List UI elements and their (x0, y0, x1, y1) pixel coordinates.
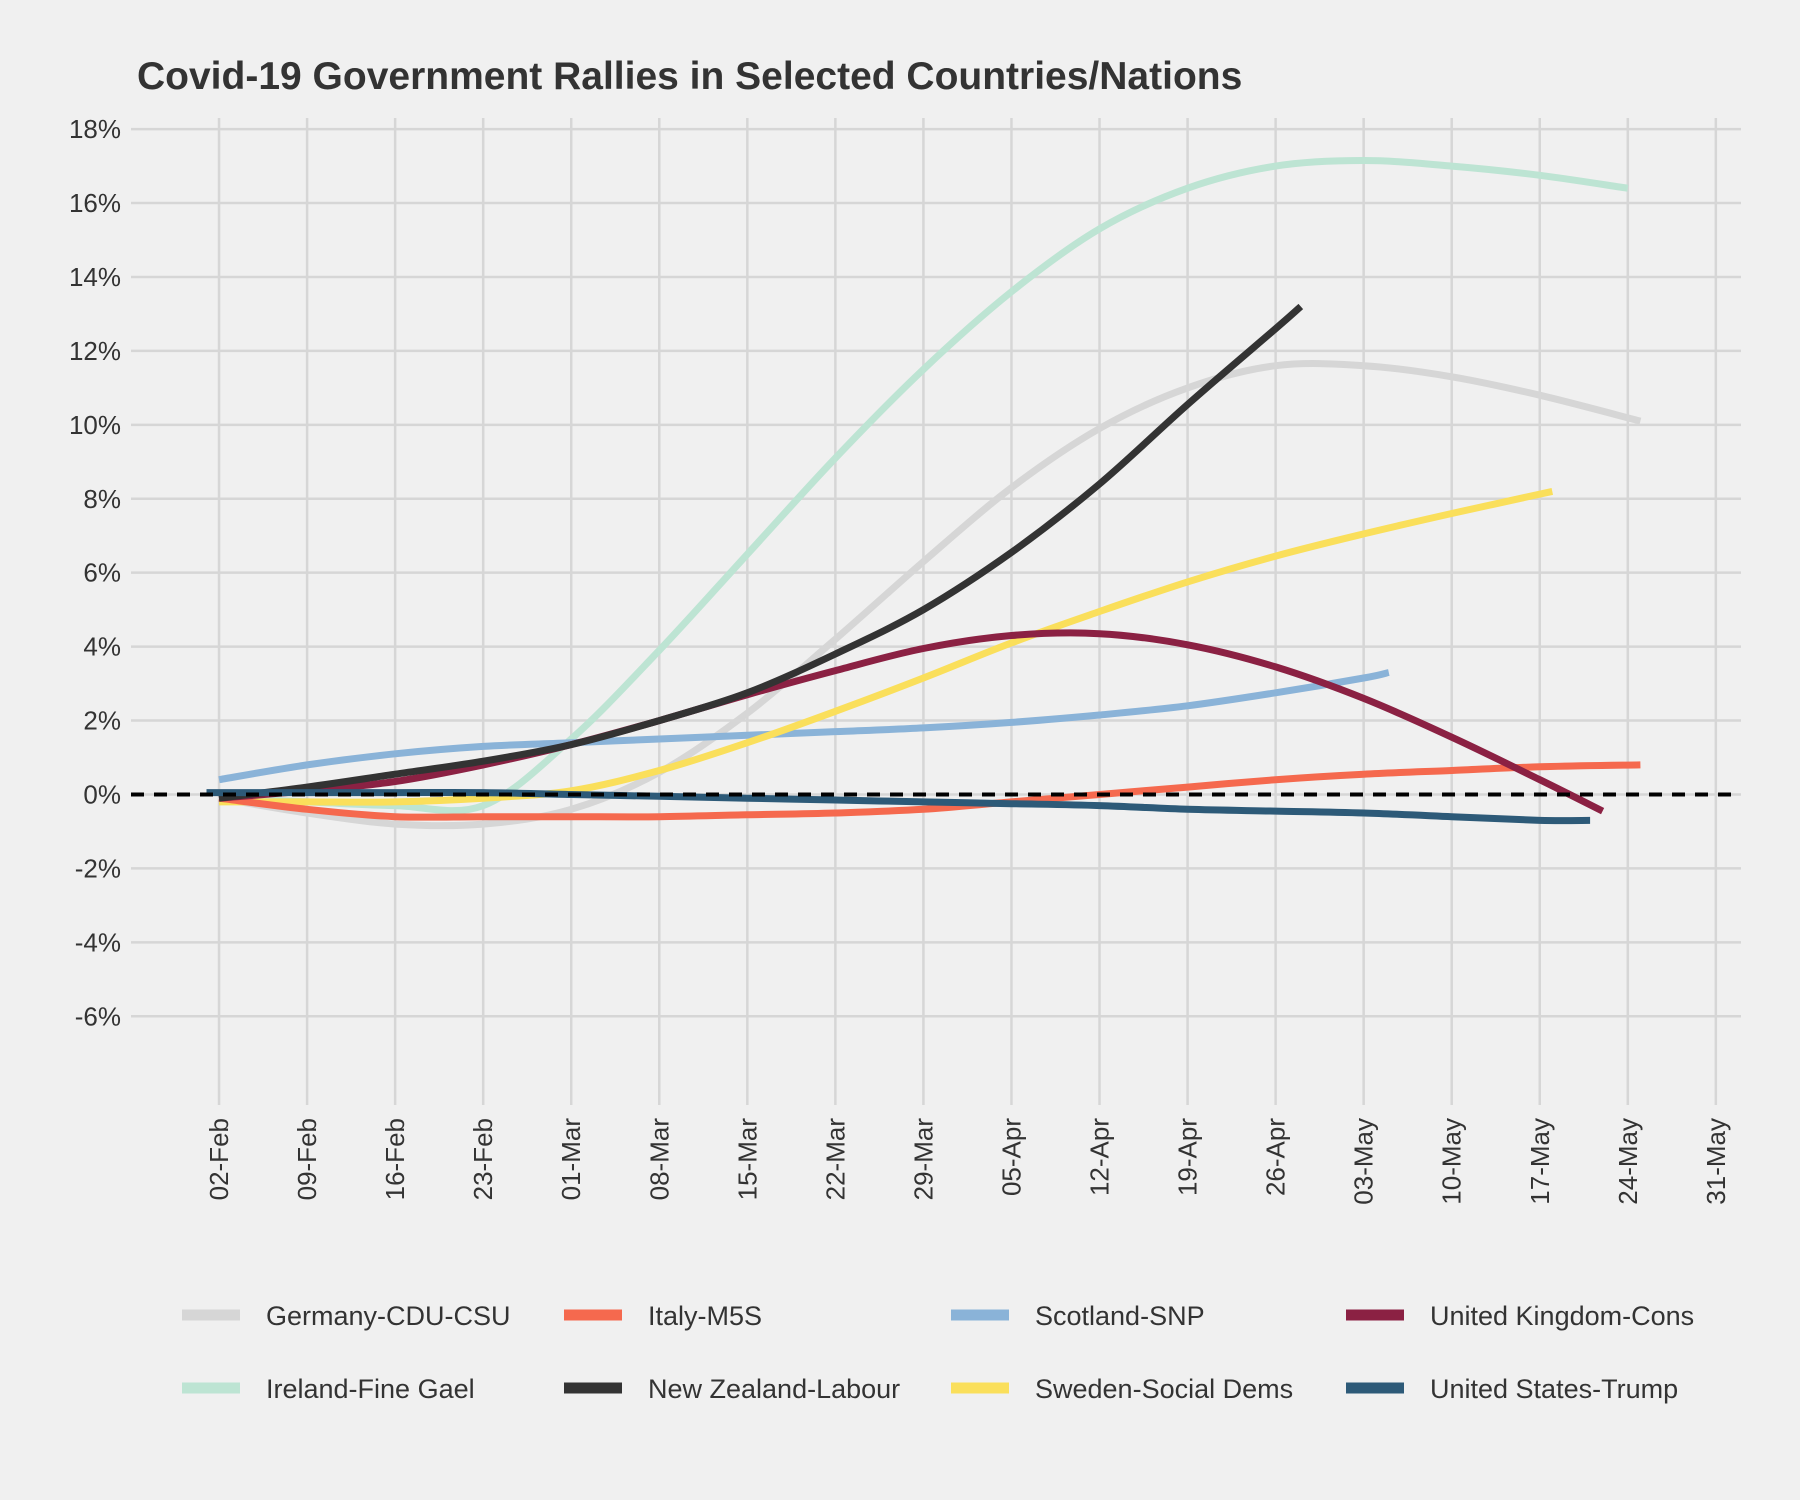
series-line-germany-cdu-csu (218, 360, 1642, 830)
legend-label: Italy-M5S (648, 1301, 762, 1331)
series-line-italy-m5s (218, 761, 1641, 821)
grid (131, 118, 1741, 1105)
y-tick-label: 16% (69, 188, 121, 218)
x-tick-label: 02-Feb (204, 1118, 234, 1200)
legend-label: Ireland-Fine Gael (266, 1374, 475, 1404)
x-tick-label: 31-May (1701, 1118, 1731, 1205)
y-tick-label: 18% (69, 114, 121, 144)
series-line-united-kingdom-cons (218, 629, 1605, 815)
series-line-united-states-trump (206, 788, 1591, 825)
x-tick-label: 05-Apr (996, 1118, 1026, 1196)
x-tick-label: 15-Mar (732, 1118, 762, 1201)
legend: Germany-CDU-CSU Italy-M5S Scotland-SNP Unit… (182, 1301, 1694, 1404)
x-tick-label: 24-May (1613, 1118, 1643, 1205)
x-tick-label: 12-Apr (1085, 1118, 1115, 1196)
x-tick-label: 09-Feb (292, 1118, 322, 1200)
series-line-new-zealand-labour (218, 303, 1304, 802)
legend-label: Sweden-Social Dems (1035, 1374, 1293, 1404)
legend-label: Scotland-SNP (1035, 1301, 1205, 1331)
series-line-ireland-fine-gael (218, 157, 1629, 815)
y-tick-label: 8% (83, 484, 121, 514)
y-tick-label: 4% (83, 632, 121, 662)
x-tick-label: 08-Mar (644, 1118, 674, 1201)
legend-item-scotland-snp: Scotland-SNP (951, 1301, 1205, 1331)
legend-item-ireland-fine-gael: Ireland-Fine Gael (182, 1374, 475, 1404)
y-tick-label: 14% (69, 262, 121, 292)
x-tick-label: 29-Mar (908, 1118, 938, 1201)
series-line-sweden-social-dems (218, 487, 1554, 806)
x-tick-label: 22-Mar (820, 1118, 850, 1201)
chart-title: Covid-19 Government Rallies in Selected … (137, 55, 1242, 98)
y-tick-label: 12% (69, 336, 121, 366)
legend-label: United Kingdom-Cons (1430, 1301, 1694, 1331)
series-line-scotland-snp (218, 669, 1390, 784)
y-tick-label: -2% (75, 853, 121, 883)
x-tick-label: 03-May (1349, 1118, 1379, 1205)
x-axis-ticks: 02-Feb 09-Feb 16-Feb 23-Feb 01-Mar 08-Mar 15-M… (204, 1118, 1731, 1205)
legend-item-united-states-trump: United States-Trump (1346, 1374, 1678, 1404)
legend-label: Germany-CDU-CSU (266, 1301, 511, 1331)
x-tick-label: 01-Mar (556, 1118, 586, 1201)
x-tick-label: 10-May (1437, 1118, 1467, 1205)
legend-item-united-kingdom-cons: United Kingdom-Cons (1346, 1301, 1694, 1331)
legend-item-sweden-social-dems: Sweden-Social Dems (951, 1374, 1293, 1404)
y-tick-label: 0% (83, 779, 121, 809)
y-tick-label: -6% (75, 1001, 121, 1031)
x-tick-label: 26-Apr (1261, 1118, 1291, 1196)
y-tick-label: -4% (75, 927, 121, 957)
y-axis-ticks: -6% -4% -2% 0% 2% 4% 6% 8% 10% 12% 14% 16% 18% (69, 114, 121, 1031)
legend-item-germany-cdu-csu: Germany-CDU-CSU (182, 1301, 511, 1331)
legend-label: United States-Trump (1430, 1374, 1678, 1404)
x-tick-label: 16-Feb (380, 1118, 410, 1200)
y-tick-label: 6% (83, 558, 121, 588)
x-tick-label: 19-Apr (1173, 1118, 1203, 1196)
x-tick-label: 17-May (1525, 1118, 1555, 1205)
legend-item-italy-m5s: Italy-M5S (564, 1301, 762, 1331)
series-lines (206, 157, 1642, 830)
legend-label: New Zealand-Labour (648, 1374, 900, 1404)
y-tick-label: 10% (69, 410, 121, 440)
x-tick-label: 23-Feb (468, 1118, 498, 1200)
y-tick-label: 2% (83, 706, 121, 736)
legend-item-new-zealand-labour: New Zealand-Labour (564, 1374, 900, 1404)
